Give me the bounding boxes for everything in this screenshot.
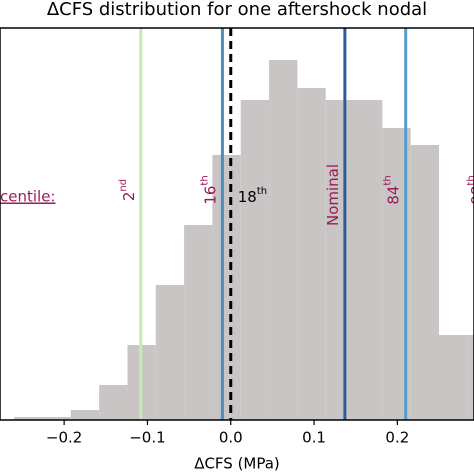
bar: [212, 155, 241, 420]
label-base: 18: [238, 188, 257, 206]
percentile-label: 18th: [238, 186, 267, 206]
bar: [467, 335, 474, 420]
bar: [269, 60, 298, 420]
bar: [354, 100, 383, 420]
bar: [184, 225, 213, 420]
percentile-label: 84th: [383, 175, 403, 204]
bar: [155, 285, 185, 420]
x-tick-label: 0.1: [302, 429, 326, 447]
bar: [240, 100, 270, 420]
bar: [42, 417, 71, 420]
label-base: 2: [119, 192, 137, 202]
label-base: 84: [384, 186, 402, 205]
label-superscript: th: [199, 175, 210, 185]
bar: [410, 145, 440, 420]
bar: [99, 385, 128, 420]
percentile-label: Nominal: [323, 164, 341, 226]
chart-title: ΔCFS distribution for one aftershock nod…: [47, 0, 427, 20]
label-base: Nominal: [323, 164, 341, 226]
percentile-label: 2nd: [118, 179, 138, 201]
x-tick-label: −0.2: [46, 429, 82, 447]
percentile-heading: centile:: [0, 188, 55, 206]
label-base: 16: [201, 186, 219, 205]
bar: [14, 417, 43, 420]
x-tick-label: 0.0: [219, 429, 243, 447]
x-tick-label: 0.2: [385, 429, 409, 447]
label-superscript: nd: [118, 179, 129, 192]
x-axis-label: ΔCFS (MPa): [194, 455, 280, 473]
label-superscript: th: [466, 175, 474, 185]
bar: [70, 410, 100, 420]
label-superscript: th: [257, 186, 267, 197]
percentile-label: 98th: [466, 175, 474, 204]
percentile-label: 16th: [199, 175, 219, 204]
bar: [297, 88, 326, 420]
label-base: 98: [467, 186, 474, 205]
bar: [439, 335, 468, 420]
axes-frame: [0, 27, 474, 421]
label-superscript: th: [383, 175, 394, 185]
bar: [325, 100, 355, 420]
x-tick-label: −0.1: [129, 429, 165, 447]
